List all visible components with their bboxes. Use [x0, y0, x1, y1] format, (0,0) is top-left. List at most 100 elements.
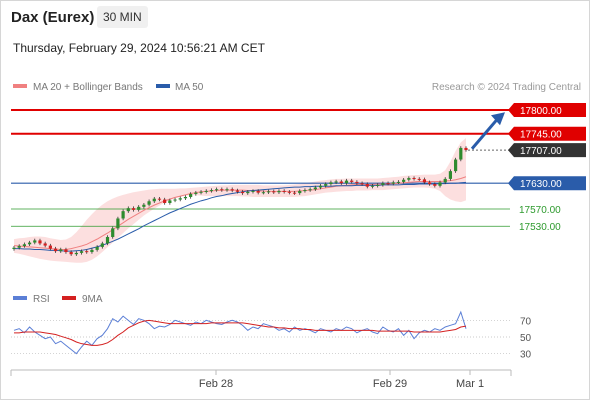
credit-label: Research © 2024 Trading Central — [432, 82, 581, 93]
candle-body — [178, 198, 182, 200]
candle-body — [74, 252, 78, 255]
ma50-legend-swatch — [156, 84, 170, 88]
candle-body — [282, 190, 286, 192]
rsi-tick-label: 30 — [520, 350, 532, 361]
ma20-legend-swatch — [13, 84, 27, 88]
candle-body — [256, 190, 260, 193]
level-label-17570: 17570.00 — [519, 205, 561, 216]
level-label-17707: 17707.00 — [520, 146, 562, 157]
level-tag-17630 — [508, 176, 586, 191]
ma20-line — [13, 176, 467, 250]
level-label-17530: 17530.00 — [519, 222, 561, 233]
candle-body — [376, 184, 380, 186]
projection-arrowhead — [491, 112, 505, 126]
candle-body — [459, 147, 463, 160]
candle-body — [69, 252, 73, 255]
candle-body — [111, 228, 115, 237]
candle-body — [105, 236, 110, 244]
candle-body — [246, 191, 250, 194]
rsi-ma-line — [14, 319, 467, 346]
candle-body — [168, 200, 172, 203]
rsi-line — [13, 310, 467, 355]
candle-body — [38, 240, 42, 244]
candle-body — [163, 199, 167, 203]
candle-body — [433, 184, 437, 186]
candle-body — [448, 171, 453, 179]
candle-body — [64, 249, 68, 253]
candle-body — [204, 190, 208, 192]
ma50-line — [14, 181, 467, 252]
candle-body — [454, 159, 458, 172]
candle-body — [422, 179, 427, 183]
x-tick-label: Feb 29 — [373, 378, 407, 390]
candle-body — [131, 208, 136, 210]
candle-body — [324, 184, 328, 186]
candle-body — [33, 240, 37, 243]
candle-body — [272, 191, 276, 193]
candle-body — [100, 243, 104, 247]
rsi-legend-label: RSI — [33, 294, 50, 305]
candle-body — [339, 181, 343, 184]
candle-body — [230, 189, 234, 191]
candle-body — [407, 178, 411, 180]
candle-body — [318, 185, 323, 188]
candle-body — [308, 189, 312, 191]
candle-body — [116, 218, 120, 229]
candle-body — [189, 193, 193, 197]
timeframe-badge[interactable]: 30 MIN — [97, 6, 148, 28]
ma9-legend-swatch — [62, 296, 76, 300]
candle-body — [287, 191, 291, 193]
candle-body — [53, 248, 58, 252]
candle-body — [157, 198, 162, 200]
candle-body — [365, 184, 369, 187]
candle-body — [85, 251, 89, 253]
rsi-legend-swatch — [13, 296, 27, 300]
candle-body — [313, 187, 317, 190]
candle-body — [225, 189, 229, 191]
candle-body — [277, 190, 281, 193]
candle-body — [220, 189, 224, 191]
candle-body — [12, 247, 16, 250]
candle-body — [79, 251, 84, 253]
candle-body — [334, 181, 338, 183]
candle-body — [43, 243, 47, 246]
ma9-legend-label: 9MA — [82, 294, 103, 305]
candle-body — [173, 199, 177, 201]
candle-body — [266, 191, 271, 193]
candle-body — [194, 192, 198, 194]
candle-body — [137, 206, 141, 210]
candle-body — [344, 180, 349, 184]
ma20-legend-label: MA 20 + Bollinger Bands — [33, 82, 143, 93]
candle-body — [240, 191, 245, 194]
candle-body — [147, 201, 151, 205]
candle-body — [355, 181, 359, 184]
candle-body — [261, 192, 265, 194]
level-tag-17800 — [508, 103, 586, 118]
candle-body — [350, 180, 354, 182]
rsi-tick-label: 50 — [520, 333, 532, 344]
candle-body — [386, 183, 390, 185]
bollinger-band — [14, 138, 466, 263]
candle-body — [121, 211, 125, 219]
candle-body — [235, 190, 240, 192]
x-tick-label: Mar 1 — [456, 378, 484, 390]
candle-body — [381, 183, 385, 185]
level-label-17745: 17745.00 — [520, 130, 562, 141]
candle-body — [183, 196, 188, 199]
candle-body — [48, 245, 52, 249]
x-tick-label: Feb 28 — [199, 378, 233, 390]
ma50-legend-label: MA 50 — [175, 82, 204, 93]
candle-body — [329, 182, 333, 185]
level-label-17630: 17630.00 — [520, 179, 562, 190]
candle-body — [412, 178, 416, 180]
level-label-17800: 17800.00 — [520, 106, 562, 117]
candle-body — [90, 249, 94, 253]
candle-body — [298, 190, 302, 194]
candle-body — [360, 183, 364, 185]
candle-body — [370, 185, 375, 187]
candle-body — [27, 242, 32, 245]
instrument-title: Dax (Eurex) — [11, 9, 95, 26]
candle-body — [152, 198, 156, 202]
candle-body — [59, 249, 63, 252]
